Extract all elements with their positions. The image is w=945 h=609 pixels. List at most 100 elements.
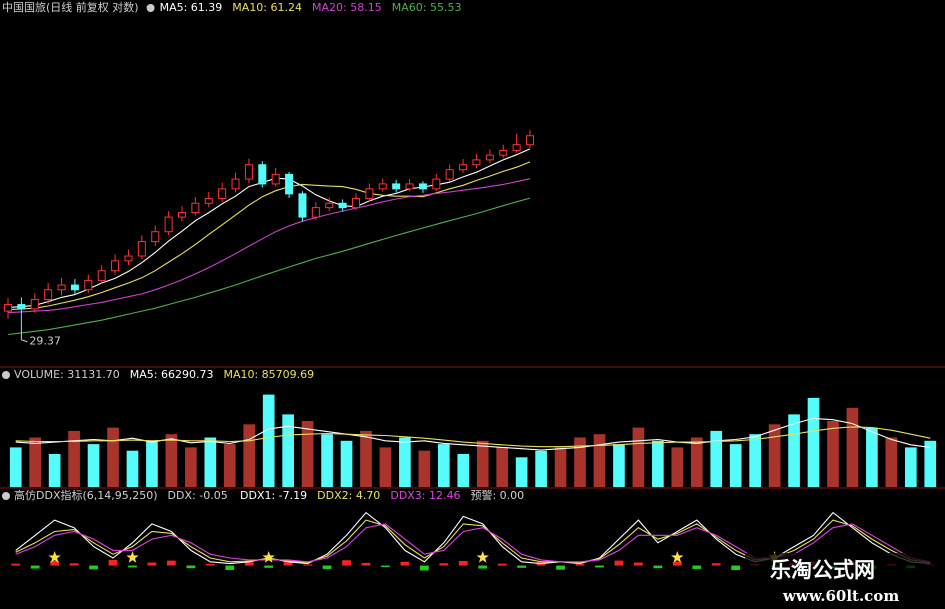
bar xyxy=(885,437,898,487)
bar xyxy=(204,437,217,487)
bar xyxy=(866,427,878,487)
candle-body xyxy=(30,299,39,310)
indicator-line xyxy=(15,426,931,448)
bar xyxy=(672,561,682,566)
legend-entry: MA5: 61.39 xyxy=(160,1,223,14)
bar xyxy=(614,560,624,566)
legend-entry: 高仿DDX指标(6,14,95,250) xyxy=(14,488,158,502)
bar xyxy=(595,565,604,568)
bar xyxy=(457,454,470,487)
candle-body xyxy=(244,164,253,180)
bar xyxy=(205,564,215,566)
bar xyxy=(243,424,256,487)
watermark-url: www.60lt.com xyxy=(782,587,899,605)
legend-entry: MA60: 55.53 xyxy=(392,1,462,14)
candle-body xyxy=(84,279,93,291)
legend-entry: VOLUME: 31131.70 xyxy=(14,368,120,381)
candle-body xyxy=(472,159,481,166)
bar xyxy=(788,414,800,487)
candle-body xyxy=(137,241,146,257)
signal-star xyxy=(476,551,489,563)
candle-body xyxy=(44,289,53,301)
candle-body xyxy=(57,284,66,291)
bar xyxy=(283,561,293,566)
bar xyxy=(400,561,410,566)
bar xyxy=(711,563,721,566)
candle-body xyxy=(365,188,374,200)
bar xyxy=(692,565,702,569)
candle-body xyxy=(526,135,534,146)
legend-entry: DDX2: 4.70 xyxy=(317,489,380,502)
bar xyxy=(340,440,353,487)
bar xyxy=(632,427,645,487)
bar xyxy=(128,565,137,568)
bar xyxy=(653,565,663,569)
bar xyxy=(322,565,332,569)
bar xyxy=(107,427,119,487)
bar xyxy=(303,564,312,566)
annotation: 29.37 xyxy=(29,335,60,348)
bar xyxy=(225,565,235,571)
candle-body xyxy=(111,260,120,272)
bar xyxy=(418,450,431,487)
bar xyxy=(399,437,411,487)
bar xyxy=(904,447,917,487)
candle-body xyxy=(191,202,200,214)
bar xyxy=(613,444,625,487)
legend-entry: 预警: 0.00 xyxy=(470,488,524,502)
bar xyxy=(476,440,489,487)
bar xyxy=(264,565,274,568)
candle-body xyxy=(164,216,173,233)
bar xyxy=(185,447,197,487)
indicator-line xyxy=(7,148,531,308)
bar xyxy=(381,565,390,568)
candle-body xyxy=(445,169,454,180)
bar xyxy=(29,437,42,487)
bar xyxy=(574,437,586,487)
candle-body xyxy=(258,164,267,185)
bar xyxy=(515,457,528,487)
candle-body xyxy=(485,154,494,161)
candle-body xyxy=(405,183,414,190)
bar xyxy=(9,447,22,487)
bar xyxy=(126,450,139,487)
candle-body xyxy=(218,188,227,200)
bar xyxy=(87,444,100,487)
bar xyxy=(146,440,158,487)
candle-body xyxy=(325,202,334,209)
bar xyxy=(671,447,684,487)
bar xyxy=(731,565,741,571)
bar xyxy=(361,562,371,566)
bar xyxy=(729,444,742,487)
legend-entry: 中国国旅(日线 前复权 对数) xyxy=(2,0,139,14)
bar xyxy=(575,564,585,566)
bar xyxy=(262,394,275,487)
bar xyxy=(108,559,118,566)
panel-icon xyxy=(2,371,10,379)
bar xyxy=(535,450,547,487)
bar xyxy=(458,561,468,566)
bar xyxy=(517,565,527,568)
bar xyxy=(223,444,236,487)
candle-body xyxy=(512,144,521,151)
bar xyxy=(439,563,449,566)
bar xyxy=(11,563,21,566)
bar xyxy=(478,565,488,569)
bar xyxy=(282,414,294,487)
candle-body xyxy=(97,270,106,281)
legend-entry: MA5: 66290.73 xyxy=(130,368,214,381)
bar xyxy=(301,421,314,487)
bar xyxy=(593,434,606,487)
legend-entry: MA10: 61.24 xyxy=(232,1,302,14)
candle-body xyxy=(298,193,307,218)
indicator-line xyxy=(7,197,531,336)
bar xyxy=(69,563,79,566)
bar xyxy=(846,407,859,487)
bar xyxy=(924,440,937,487)
bar xyxy=(634,562,643,566)
candle-body xyxy=(459,164,468,171)
indicator-line xyxy=(15,417,931,451)
bar xyxy=(186,565,196,569)
